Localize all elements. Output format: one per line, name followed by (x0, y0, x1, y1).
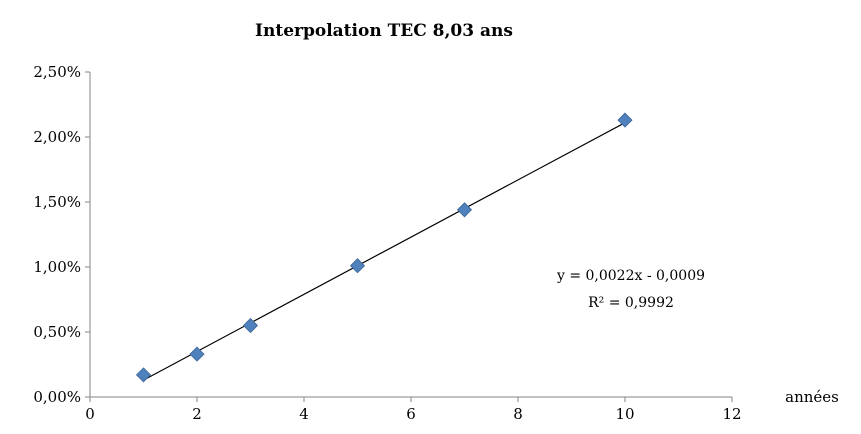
chart-axes: 0,00% 0,50% 1,00% 1,50% 2,00% 2,50% 0 2 4 6 8 10 12 (33, 63, 741, 423)
y-tick-label: 2,50% (33, 63, 81, 81)
x-axis-label: années (785, 388, 839, 406)
x-tick-label: 4 (299, 405, 309, 423)
data-point (189, 346, 205, 362)
data-point (617, 112, 633, 128)
y-tick-label: 2,00% (33, 128, 81, 146)
data-point (242, 317, 259, 334)
trendline-r-squared: R² = 0,9992 (588, 295, 674, 311)
x-tick-label: 6 (406, 405, 416, 423)
data-point (349, 258, 366, 274)
x-tick-label: 0 (85, 405, 95, 423)
data-points (135, 112, 633, 383)
y-tick-label: 0,00% (33, 388, 81, 406)
y-tick-label: 0,50% (33, 323, 81, 341)
x-tick-label: 12 (722, 405, 741, 423)
y-tick-label: 1,00% (33, 258, 81, 276)
chart-title: Interpolation TEC 8,03 ans (255, 21, 513, 41)
trendline-equation: y = 0,0022x - 0,0009 (556, 268, 705, 284)
data-point (135, 367, 152, 383)
x-tick-label: 2 (192, 405, 202, 423)
data-point (456, 202, 473, 218)
y-tick-label: 1,50% (33, 193, 81, 211)
trendline-group (143, 122, 626, 381)
trendline (143, 122, 626, 381)
x-tick-label: 10 (615, 405, 634, 423)
x-tick-label: 8 (513, 405, 523, 423)
